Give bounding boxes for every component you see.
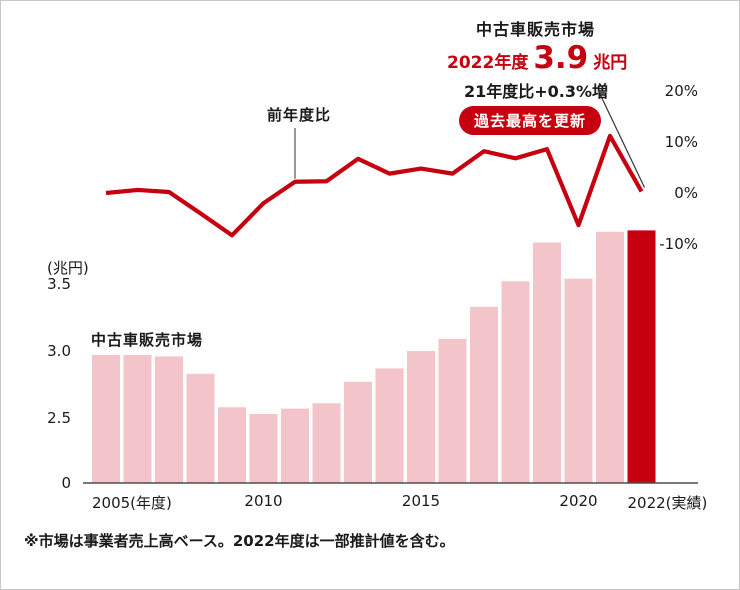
bar-2014 <box>375 368 404 483</box>
annotation-callout-line <box>598 91 646 188</box>
left-axis-unit-label: (兆円) <box>47 259 89 277</box>
bar-2012 <box>312 403 341 483</box>
annotation-year-label: 2022年度 <box>447 53 529 73</box>
yoy-line <box>105 133 644 238</box>
bar-2010 <box>249 413 278 483</box>
bar-2021 <box>596 231 624 483</box>
annotation-value-row: 2022年度 3.9 兆円 <box>447 40 628 76</box>
bar-2020 <box>564 278 593 483</box>
bar-2013 <box>344 381 372 483</box>
bar-2022 <box>627 230 656 483</box>
bar-2017 <box>470 306 498 483</box>
bar-2015 <box>407 351 435 483</box>
bar-2006 <box>123 355 152 483</box>
right-axis-tick: -10% <box>659 235 698 253</box>
line-series-label: 前年度比 <box>267 106 332 124</box>
x-axis-tick: 2010 <box>244 492 283 510</box>
footnote: ※市場は事業者売上高ベース。2022年度は一部推計値を含む。 <box>24 532 455 550</box>
bar-2005 <box>92 355 120 483</box>
left-axis-tick: 3.5 <box>47 275 71 293</box>
x-axis-tick: 2020 <box>559 492 598 510</box>
bar-2008 <box>186 373 215 483</box>
bar-2018 <box>501 281 530 483</box>
annotation-value: 3.9 <box>533 40 589 76</box>
bar-2011 <box>281 408 309 483</box>
left-axis-tick: 0 <box>61 474 71 492</box>
bar-2016 <box>438 338 467 483</box>
x-axis-tick: 2005(年度) <box>92 494 172 512</box>
x-axis-tick: 2015 <box>401 492 441 510</box>
right-axis-tick: 10% <box>664 133 698 151</box>
bar-2007 <box>155 356 183 483</box>
record-high-badge: 過去最高を更新 <box>459 106 601 135</box>
annotation-unit: 兆円 <box>593 53 628 73</box>
bar-series-label: 中古車販売市場 <box>91 331 204 349</box>
left-axis-tick: 3.0 <box>47 342 71 360</box>
bar-2009 <box>218 407 246 483</box>
annotation-change: 21年度比+0.3%増 <box>464 82 609 101</box>
left-axis-tick: 2.5 <box>47 409 71 427</box>
right-axis-tick: 20% <box>664 82 698 100</box>
x-axis-tick: 2022(実績) <box>627 494 708 512</box>
bar-2019 <box>533 242 561 483</box>
right-axis-tick: 0% <box>674 184 698 202</box>
annotation-title: 中古車販売市場 <box>476 20 596 39</box>
